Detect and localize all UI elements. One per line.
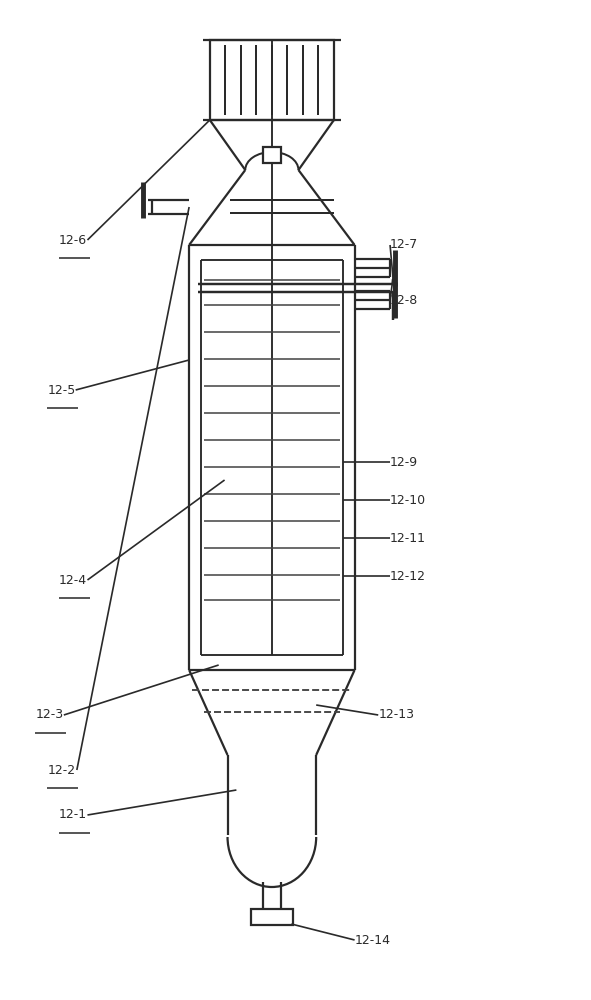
Text: 12-10: 12-10 [390,493,426,506]
Text: 12-4: 12-4 [59,574,87,586]
Text: 12-7: 12-7 [390,238,418,251]
Text: 12-12: 12-12 [390,570,426,582]
Bar [210,40,334,120]
Text: 12-8: 12-8 [390,294,418,306]
Text: 12-3: 12-3 [35,708,64,722]
Text: 12-1: 12-1 [59,808,87,822]
Text: 12-9: 12-9 [390,456,418,468]
Text: 12-2: 12-2 [47,764,76,776]
Bar [263,147,281,163]
Text: 12-13: 12-13 [378,708,414,722]
Text: 12-14: 12-14 [355,934,391,946]
Bar [251,909,293,925]
Text: 12-11: 12-11 [390,532,426,544]
Text: 12-6: 12-6 [59,233,87,246]
Text: 12-5: 12-5 [47,383,76,396]
